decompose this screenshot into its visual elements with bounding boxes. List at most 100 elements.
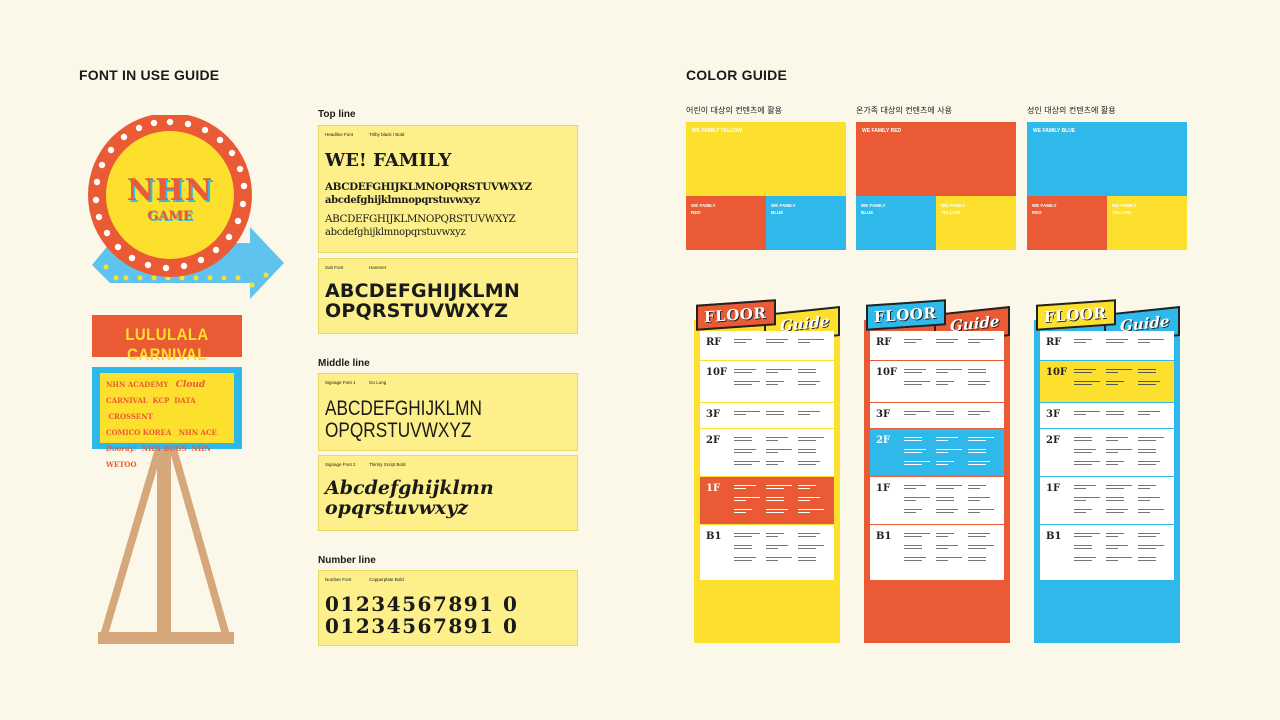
directory-text-line	[734, 536, 752, 538]
directory-text-line	[798, 560, 816, 562]
directory-text-line	[1138, 557, 1156, 559]
headline-font-card: Headline Font Trilby black / Bold WE! FA…	[318, 125, 578, 253]
directory-text-line	[766, 557, 792, 559]
directory-text-line	[766, 411, 784, 413]
board-item: CARNIVAL	[106, 396, 148, 405]
directory-text-line	[1106, 548, 1118, 550]
swatch-main: WE FAMILY YELLOW	[686, 122, 846, 196]
directory-text-line	[734, 488, 746, 490]
directory-text-line	[1106, 452, 1118, 454]
directory-text-line	[766, 369, 792, 371]
directory-text-line	[798, 461, 820, 463]
directory-text-line	[798, 437, 824, 439]
floor-label: B1	[706, 531, 722, 542]
directory-text-line	[904, 509, 922, 511]
directory-text-line	[936, 369, 962, 371]
directory-text-line	[1106, 509, 1128, 511]
directory-text-line	[1074, 461, 1100, 463]
floor-label: 10F	[876, 367, 898, 378]
floor-row: 1F	[700, 477, 834, 525]
directory-text-line	[766, 545, 788, 547]
swatch-sub: WE FAMILY RED	[686, 196, 766, 250]
directory-text-line	[766, 548, 778, 550]
directory-text-line	[968, 342, 980, 344]
directory-text-line	[968, 440, 986, 442]
directory-text-line	[798, 369, 816, 371]
signage-1-sample: ABCDEFGHIJKLMN OPQRSTUVWXYZ	[325, 398, 482, 442]
swatch-sub: WE FAMILY YELLOW	[1107, 196, 1187, 250]
directory-text-line	[1138, 545, 1164, 547]
directory-text-line	[1106, 485, 1132, 487]
directory-text-line	[766, 437, 788, 439]
directory-text-line	[734, 384, 752, 386]
directory-text-line	[968, 437, 994, 439]
font-label: Headline Font	[325, 132, 354, 137]
directory-text-line	[1074, 440, 1092, 442]
directory-text-line	[936, 414, 954, 416]
directory-text-line	[936, 545, 958, 547]
directory-text-line	[1074, 452, 1092, 454]
color-set-label: 성인 대상의 컨텐츠에 활용	[1027, 106, 1116, 115]
floor-row: 2F	[1040, 429, 1174, 477]
floor-guide-board: Guide FLOOR RF 10F 3F 2F 1F B1	[694, 298, 840, 643]
directory-text-line	[904, 372, 922, 374]
floor-label: 3F	[876, 409, 891, 420]
directory-text-line	[1106, 500, 1124, 502]
directory-text-line	[798, 536, 816, 538]
directory-text-line	[904, 536, 922, 538]
board-item: Cloud	[175, 380, 206, 390]
floor-row: 10F	[870, 361, 1004, 403]
directory-text-line	[1106, 411, 1124, 413]
directory-text-line	[1074, 372, 1092, 374]
directory-text-line	[734, 485, 756, 487]
sign-structure	[88, 115, 284, 644]
directory-text-line	[1138, 372, 1156, 374]
directory-text-line	[1074, 384, 1092, 386]
directory-text-line	[968, 384, 986, 386]
directory-text-line	[798, 500, 810, 502]
font-name: Trilby black / Bold	[369, 132, 405, 137]
directory-text-line	[1074, 414, 1086, 416]
directory-text-line	[904, 488, 916, 490]
floor-label: 3F	[706, 409, 721, 420]
directory-text-line	[936, 497, 954, 499]
directory-text-line	[968, 509, 994, 511]
floor-row: 10F	[700, 361, 834, 403]
directory-text-line	[1106, 440, 1118, 442]
directory-text-line	[1074, 512, 1086, 514]
directory-text-line	[1138, 548, 1156, 550]
directory-text-line	[968, 497, 990, 499]
directory-text-line	[734, 548, 752, 550]
directory-text-line	[1106, 512, 1124, 514]
directory-text-line	[798, 452, 816, 454]
signage-font-1-card: Signage Font 1 Go Long ABCDEFGHIJKLMN OP…	[318, 373, 578, 451]
directory-text-line	[734, 339, 752, 341]
directory-text-line	[1138, 381, 1160, 383]
directory-text-line	[798, 464, 816, 466]
directory-text-line	[766, 381, 784, 383]
directory-text-line	[734, 497, 760, 499]
signage-2-line2: opqrstuvwxyz	[325, 497, 469, 519]
floor-row: 2F	[870, 429, 1004, 477]
company-board: NHN ACADEMY Cloud CARNIVAL KCP DATA CROS…	[106, 377, 230, 473]
directory-text-line	[968, 381, 990, 383]
directory-text-line	[1106, 557, 1132, 559]
swatch-label: WE FAMILY YELLOW	[941, 203, 966, 215]
sign-illustration: NHN GAME LULULALA CARNIVAL NHN ACADEMY C…	[80, 115, 290, 655]
directory-text-line	[968, 414, 980, 416]
directory-text-line	[1138, 411, 1160, 413]
swatch-label: WE FAMILY BLUE	[771, 203, 796, 215]
top-line-heading: Top line	[318, 109, 356, 120]
directory-text-line	[1138, 509, 1164, 511]
number-line2: 01234567891 0	[325, 614, 519, 638]
board-item: NHN WETOO	[106, 444, 211, 469]
signage-2-line1: Abcdefghijklmn	[325, 477, 494, 499]
number-line1: 01234567891 0	[325, 592, 519, 616]
directory-text-line	[1074, 381, 1100, 383]
directory-text-line	[766, 384, 778, 386]
directory-text-line	[904, 548, 922, 550]
floor-label: 1F	[1046, 483, 1061, 494]
directory-text-line	[936, 533, 954, 535]
directory-text-line	[1074, 509, 1092, 511]
logo-game: GAME	[147, 209, 193, 224]
